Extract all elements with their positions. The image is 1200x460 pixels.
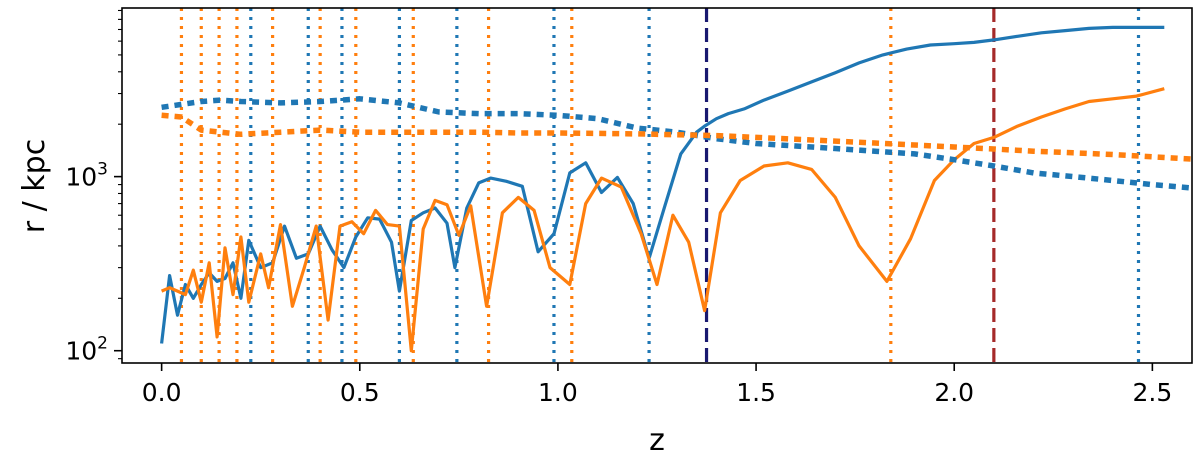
series-line-0 [160,25,1165,344]
series-line-3 [161,112,1192,162]
series-line-1 [160,87,1165,353]
reference-lines [179,8,1141,363]
y-tick-label-1: 103 [65,160,108,192]
series-line-2 [161,96,1192,191]
x-tick-label-1: 0.5 [340,378,380,407]
plot-frame [121,7,1193,364]
x-tick-label-2: 1.0 [538,378,578,407]
series-group [160,25,1192,353]
x-tick-label-4: 2.0 [934,378,974,407]
x-axis-label: z [649,423,665,458]
x-axis: 0.0 0.5 1.0 1.5 2.0 2.5 [142,363,1172,407]
y-axis-label: r / kpc [17,139,52,233]
y-axis: 102 103 [65,9,122,366]
x-tick-label-5: 2.5 [1132,378,1172,407]
x-tick-label-0: 0.0 [142,378,182,407]
y-tick-label-0: 102 [65,334,108,366]
x-tick-label-3: 1.5 [736,378,776,407]
